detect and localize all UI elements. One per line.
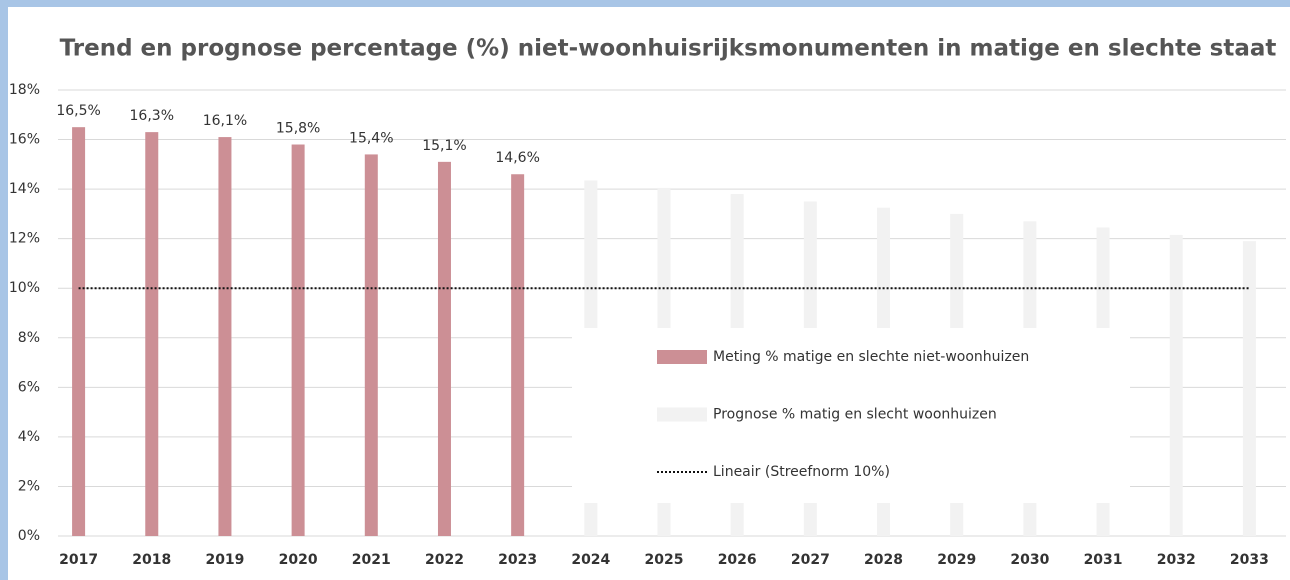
- bar: [291, 144, 305, 536]
- x-tick-label: 2029: [937, 552, 976, 568]
- y-tick-label: 10%: [9, 280, 40, 296]
- bar: [1169, 234, 1183, 536]
- y-tick-label: 8%: [18, 330, 40, 346]
- x-tick-label: 2019: [205, 552, 244, 568]
- bar: [145, 132, 159, 536]
- bar: [437, 161, 451, 536]
- data-label: 15,8%: [276, 121, 320, 137]
- y-tick-label: 18%: [9, 82, 40, 98]
- bar: [511, 174, 525, 536]
- y-tick-label: 16%: [9, 132, 40, 148]
- x-tick-label: 2031: [1084, 552, 1123, 568]
- legend-label: Meting % matige en slechte niet-woonhuiz…: [713, 349, 1029, 365]
- bar: [218, 137, 232, 537]
- data-label: 15,1%: [422, 138, 466, 154]
- x-tick-label: 2024: [571, 552, 610, 568]
- x-tick-label: 2021: [352, 552, 391, 568]
- x-tick-label: 2020: [279, 552, 318, 568]
- y-tick-label: 4%: [18, 429, 40, 445]
- y-tick-label: 2%: [18, 478, 40, 494]
- bar: [1242, 241, 1256, 536]
- data-label: 16,5%: [56, 103, 100, 119]
- legend-swatch: [657, 407, 707, 422]
- x-tick-label: 2022: [425, 552, 464, 568]
- legend-label: Lineair (Streefnorm 10%): [713, 464, 890, 480]
- y-tick-label: 14%: [9, 181, 40, 197]
- x-tick-label: 2033: [1230, 552, 1269, 568]
- data-label: 16,1%: [203, 113, 247, 129]
- data-label: 15,4%: [349, 130, 393, 146]
- x-tick-label: 2023: [498, 552, 537, 568]
- legend-label: Prognose % matig en slecht woonhuizen: [713, 407, 997, 423]
- x-tick-label: 2017: [59, 552, 98, 568]
- frame-left: [0, 0, 8, 580]
- bar: [364, 154, 378, 536]
- x-tick-label: 2032: [1157, 552, 1196, 568]
- frame-top: [0, 0, 1290, 7]
- x-tick-label: 2028: [864, 552, 903, 568]
- x-tick-label: 2025: [645, 552, 684, 568]
- y-tick-label: 12%: [9, 231, 40, 247]
- data-label: 16,3%: [130, 108, 174, 124]
- bar: [72, 127, 86, 537]
- x-tick-label: 2026: [718, 552, 757, 568]
- chart-title: Trend en prognose percentage (%) niet-wo…: [60, 36, 1277, 62]
- x-tick-label: 2018: [132, 552, 171, 568]
- legend-swatch: [657, 350, 707, 364]
- y-tick-label: 6%: [18, 379, 40, 395]
- y-tick-label: 0%: [18, 528, 40, 544]
- data-label: 14,6%: [495, 150, 539, 166]
- x-tick-label: 2030: [1010, 552, 1049, 568]
- x-tick-label: 2027: [791, 552, 830, 568]
